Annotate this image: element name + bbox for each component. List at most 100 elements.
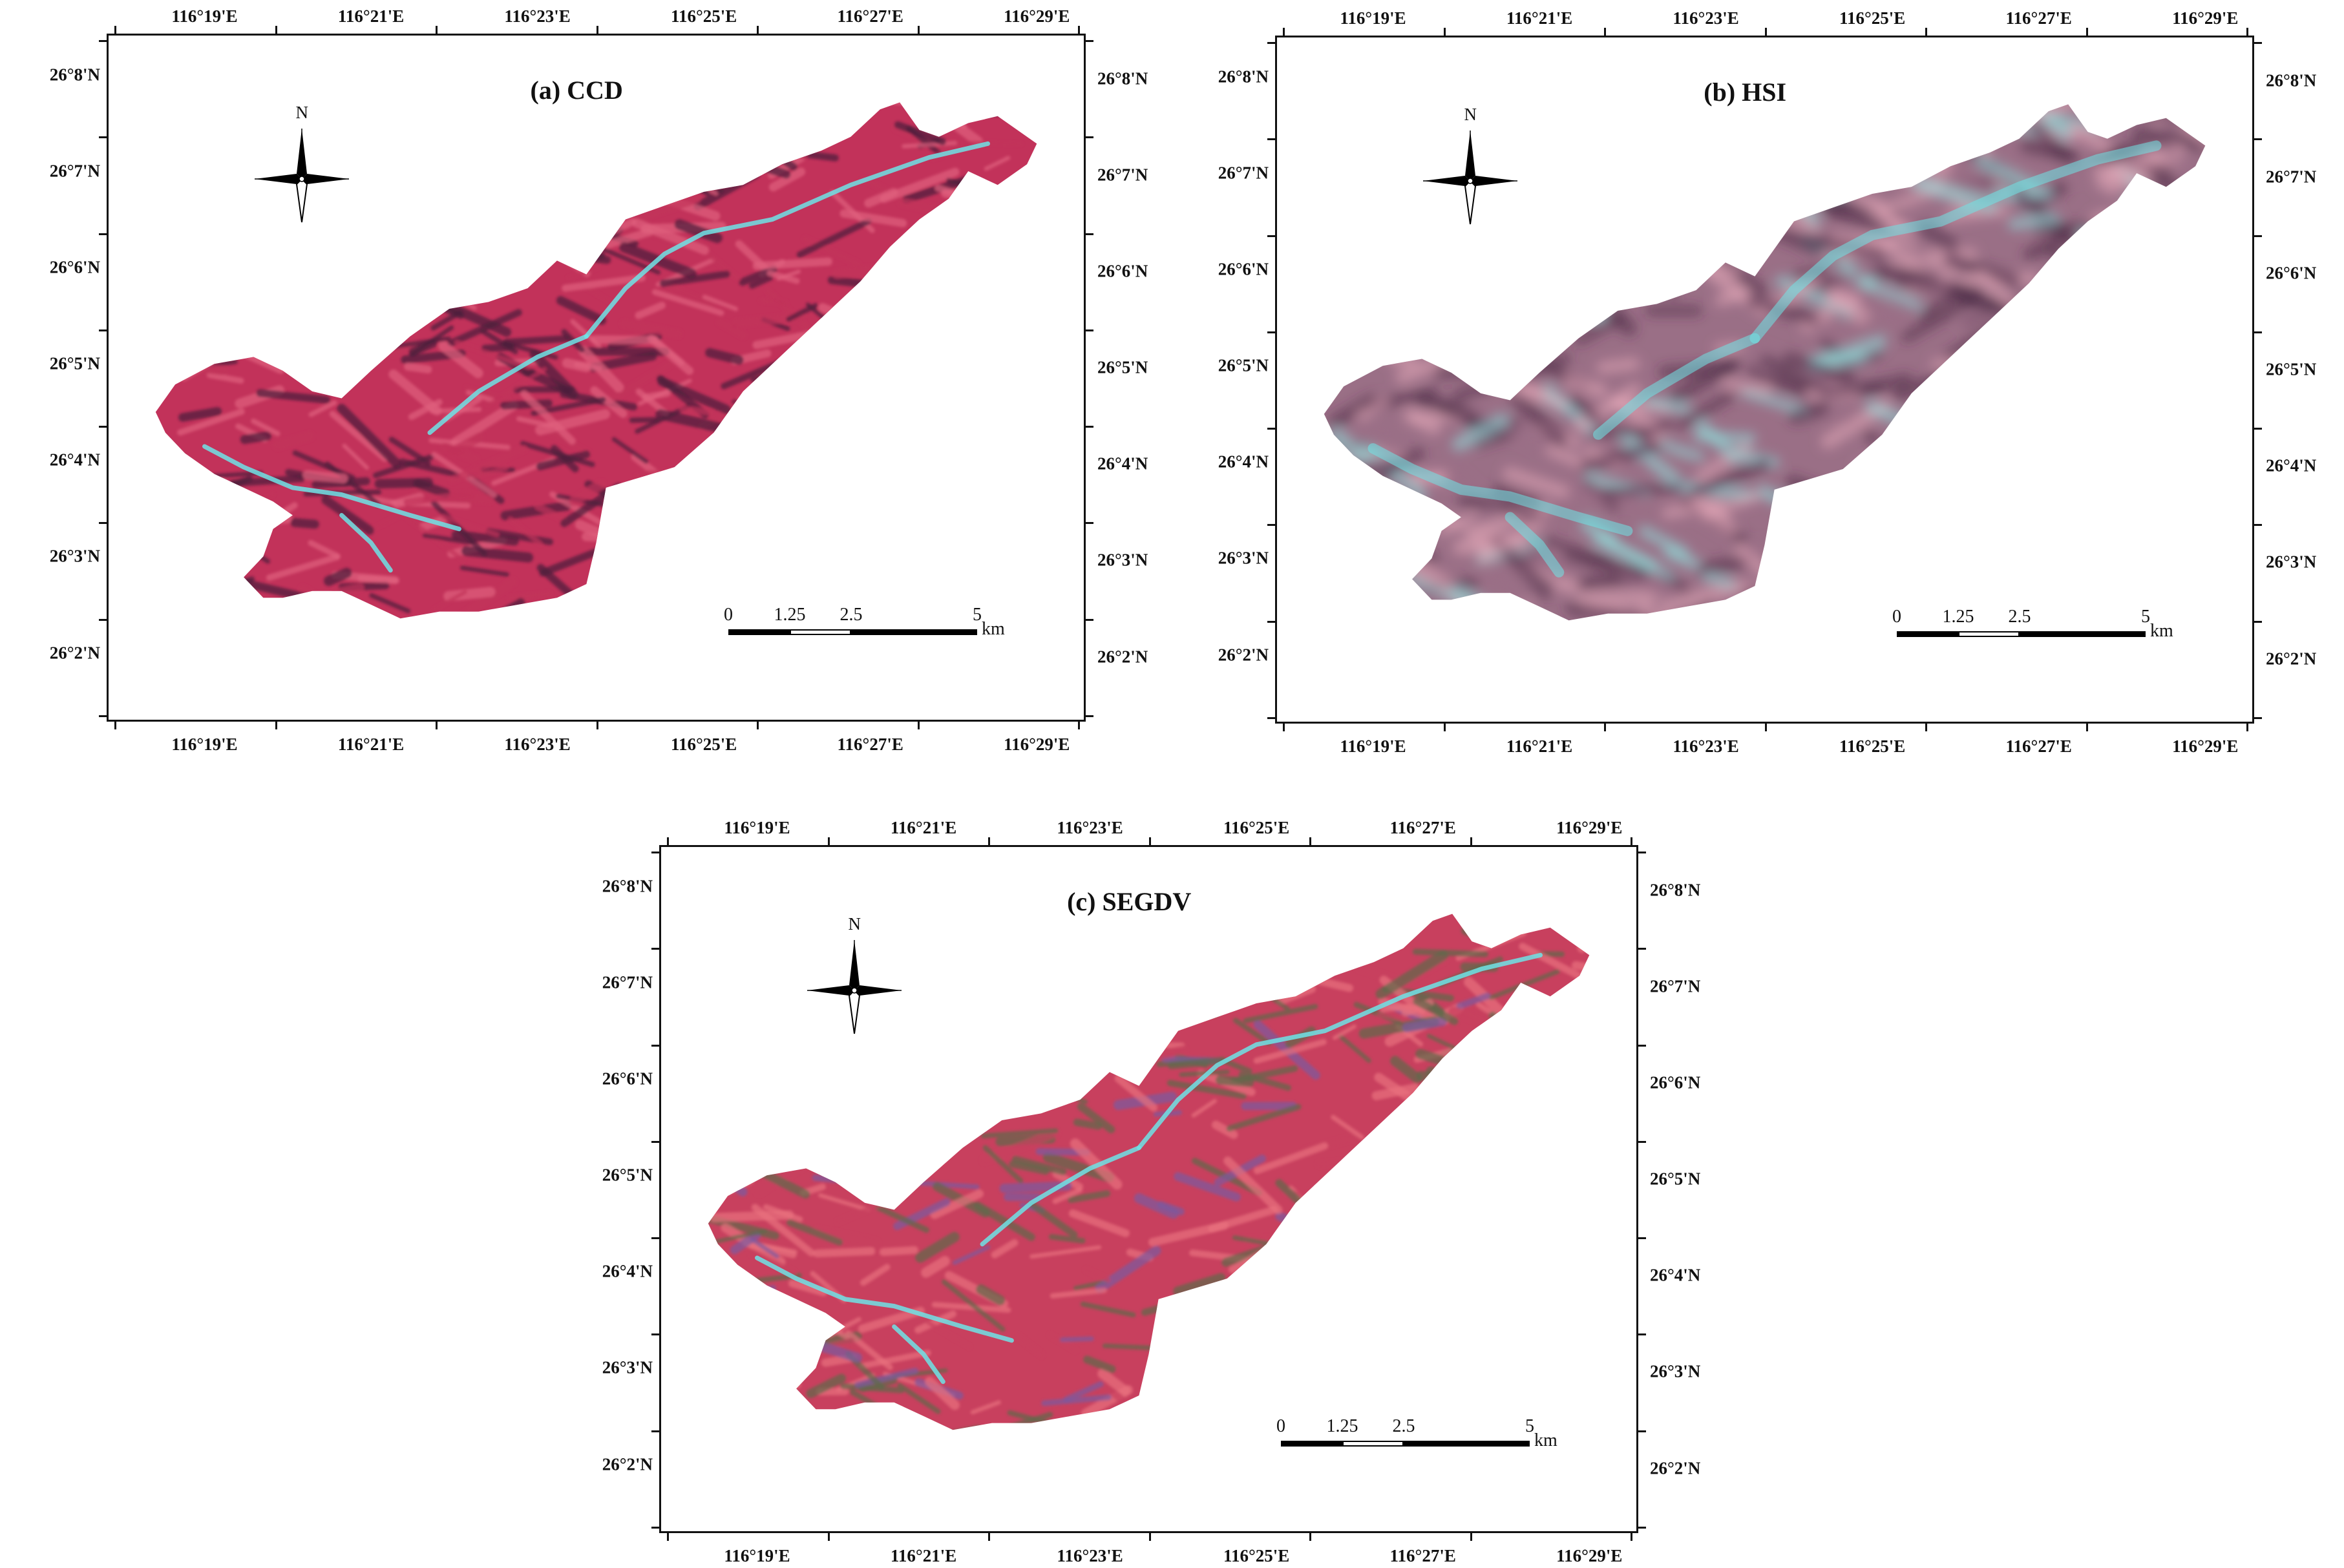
tick-mark <box>2254 235 2262 237</box>
tick-mark <box>651 1044 659 1047</box>
tick-mark <box>1086 715 1093 717</box>
tick-mark <box>1267 717 1275 719</box>
tick-mark <box>114 722 116 729</box>
longitude-label-top: 116°21'E <box>890 818 957 837</box>
tick-mark <box>1267 620 1275 623</box>
tick-mark <box>2254 620 2262 623</box>
north-label: N <box>848 914 861 934</box>
scale-bar-tick-label: 5 <box>1525 1416 1535 1436</box>
tick-mark <box>1086 136 1093 139</box>
tick-mark <box>988 837 990 845</box>
latitude-label-left: 26°8'N <box>1218 67 1269 87</box>
scale-bar: 0 1.25 2.5 5 km <box>724 605 1026 643</box>
north-label: N <box>1464 104 1477 124</box>
river-network <box>202 141 990 573</box>
map-panel-ccd: 116°19'E 116°19'E 116°21'E 116°21'E 116°23'E… <box>0 0 1163 775</box>
tick-mark <box>1309 837 1311 845</box>
latitude-label-left: 26°4'N <box>49 450 100 470</box>
longitude-label-bottom: 116°27'E <box>1389 1546 1456 1565</box>
river <box>1505 512 1565 578</box>
longitude-label-top: 116°23'E <box>504 6 571 26</box>
tick-mark <box>99 522 107 525</box>
scale-bar-unit: km <box>1534 1430 1557 1450</box>
tick-mark <box>1764 28 1767 36</box>
tick-mark <box>1086 329 1093 331</box>
latitude-label-left: 26°3'N <box>49 546 100 566</box>
tick-mark <box>1086 40 1093 42</box>
longitude-label-bottom: 116°23'E <box>1673 737 1739 756</box>
tick-mark <box>1764 724 1767 731</box>
tick-mark <box>1470 837 1472 845</box>
longitude-label-top: 116°29'E <box>1004 6 1070 26</box>
scale-bar-unit: km <box>982 618 1005 639</box>
tick-mark <box>1267 138 1275 141</box>
latitude-label-right: 26°5'N <box>2266 359 2317 379</box>
latitude-label-left: 26°5'N <box>49 353 100 373</box>
tick-mark <box>1604 724 1606 731</box>
scale-bar-segment <box>1404 1440 1530 1447</box>
scale-bar-unit: km <box>2150 620 2173 641</box>
north-arrow-icon <box>255 128 350 222</box>
scale-bar-tick-label: 2.5 <box>1392 1416 1415 1436</box>
tick-mark <box>988 1533 990 1541</box>
latitude-label-left: 26°7'N <box>1218 163 1269 183</box>
latitude-label-left: 26°6'N <box>49 257 100 277</box>
tick-mark <box>1638 852 1646 853</box>
river <box>892 1324 945 1385</box>
latitude-label-left: 26°4'N <box>1218 452 1269 472</box>
tick-mark <box>1925 724 1927 731</box>
latitude-label-right: 26°7'N <box>1650 976 1701 996</box>
tick-mark <box>1443 724 1446 731</box>
longitude-label-bottom: 116°19'E <box>1340 737 1406 756</box>
latitude-label-right: 26°6'N <box>2266 263 2317 283</box>
longitude-label-top: 116°29'E <box>2172 8 2239 28</box>
latitude-label-right: 26°8'N <box>2266 70 2317 90</box>
longitude-label-top: 116°25'E <box>1839 8 1906 28</box>
river <box>584 141 990 339</box>
river <box>755 1255 1014 1343</box>
latitude-label-right: 26°2'N <box>2266 649 2317 668</box>
river <box>1136 952 1543 1151</box>
latitude-label-right: 26°3'N <box>2266 552 2317 572</box>
tick-mark <box>275 26 277 34</box>
longitude-label-bottom: 116°25'E <box>670 735 737 754</box>
longitude-label-bottom: 116°27'E <box>2005 737 2072 756</box>
tick-mark <box>1086 522 1093 525</box>
tick-mark <box>275 722 277 729</box>
river <box>202 444 461 532</box>
longitude-label-top: 116°27'E <box>2005 8 2072 28</box>
scale-bar-segment <box>1281 1440 1343 1447</box>
tick-mark <box>1086 426 1093 428</box>
north-arrow-icon <box>1423 130 1518 224</box>
latitude-label-left: 26°5'N <box>602 1165 653 1185</box>
tick-mark <box>1267 235 1275 237</box>
longitude-label-bottom: 116°29'E <box>1556 1546 1623 1565</box>
river-network <box>755 952 1543 1385</box>
longitude-label-bottom: 116°27'E <box>837 735 903 754</box>
longitude-label-bottom: 116°19'E <box>171 735 238 754</box>
river <box>1367 443 1633 536</box>
tick-mark <box>99 233 107 235</box>
tick-mark <box>1638 1527 1646 1529</box>
longitude-label-bottom: 116°23'E <box>504 735 571 754</box>
tick-mark <box>917 722 920 729</box>
tick-mark <box>1604 28 1606 36</box>
longitude-label-top: 116°21'E <box>1506 8 1573 28</box>
panel-title: (b) HSI <box>1704 77 1787 107</box>
latitude-label-right: 26°4'N <box>1097 454 1148 474</box>
latitude-label-left: 26°8'N <box>49 65 100 85</box>
scale-bar-tick-label: 1.25 <box>1326 1416 1358 1436</box>
latitude-label-right: 26°7'N <box>1097 165 1148 185</box>
longitude-label-bottom: 116°25'E <box>1839 737 1906 756</box>
latitude-label-right: 26°3'N <box>1097 550 1148 570</box>
tick-mark <box>1078 722 1080 729</box>
latitude-label-right: 26°2'N <box>1650 1458 1701 1478</box>
longitude-label-top: 116°19'E <box>171 6 238 26</box>
longitude-label-top: 116°27'E <box>837 6 903 26</box>
tick-mark <box>917 26 920 34</box>
river <box>427 334 589 435</box>
tick-mark <box>1470 1533 1472 1541</box>
satellite-image <box>1324 104 2206 621</box>
latitude-label-right: 26°5'N <box>1650 1169 1701 1189</box>
latitude-label-right: 26°8'N <box>1097 68 1148 89</box>
